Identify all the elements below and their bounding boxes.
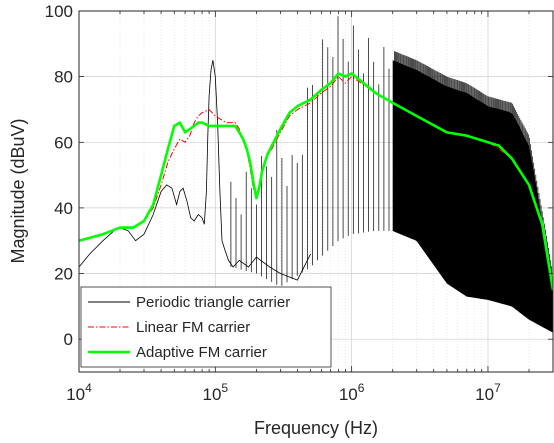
- series-layer: [79, 16, 553, 333]
- plot-frame: [78, 10, 554, 373]
- x-tick-label: 107: [475, 381, 501, 404]
- y-tick-label: 20: [54, 265, 73, 284]
- x-tick-label: 104: [66, 381, 92, 404]
- legend-label-adaptive-fm: Adaptive FM carrier: [136, 344, 267, 361]
- x-axis-label: Frequency (Hz): [254, 418, 378, 438]
- x-tick-label: 106: [339, 381, 365, 404]
- y-tick-label: 0: [64, 330, 73, 349]
- y-axis-label: Magnitude (dBuV): [8, 118, 28, 263]
- legend-label-linear-fm: Linear FM carrier: [136, 319, 250, 336]
- y-tick-label: 100: [45, 2, 73, 21]
- series-periodic-fill: [392, 50, 551, 332]
- x-tick-label: 105: [203, 381, 229, 404]
- y-tick-label: 40: [54, 199, 73, 218]
- series-adaptive-fm-line: [79, 72, 553, 291]
- ticks: 0 20 40 60 80 100 104 105 106 107: [45, 2, 554, 404]
- y-tick-label: 60: [54, 133, 73, 152]
- legend: Periodic triangle carrier Linear FM carr…: [80, 286, 332, 368]
- y-tick-label: 80: [54, 68, 73, 87]
- legend-label-periodic: Periodic triangle carrier: [136, 294, 290, 311]
